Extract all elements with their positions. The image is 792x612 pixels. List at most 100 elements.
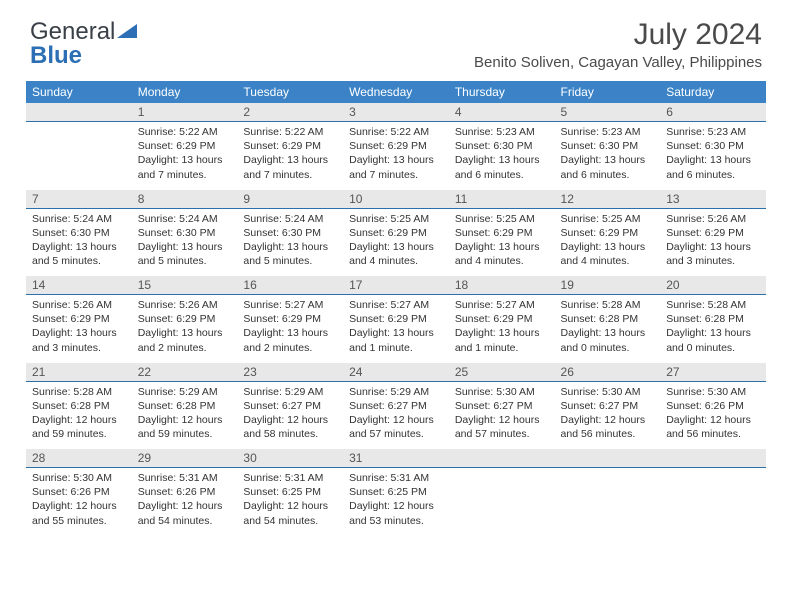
sunrise-line: Sunrise: 5:29 AM xyxy=(243,385,337,399)
day-detail-row: Sunrise: 5:30 AMSunset: 6:26 PMDaylight:… xyxy=(26,468,766,536)
day-number-cell: 20 xyxy=(660,276,766,295)
sunrise-line: Sunrise: 5:23 AM xyxy=(666,125,760,139)
daylight-line: Daylight: 12 hours and 57 minutes. xyxy=(349,413,443,441)
day-detail-cell: Sunrise: 5:22 AMSunset: 6:29 PMDaylight:… xyxy=(343,122,449,190)
day-detail-cell: Sunrise: 5:28 AMSunset: 6:28 PMDaylight:… xyxy=(26,381,132,449)
day-detail-cell xyxy=(660,468,766,536)
sunrise-line: Sunrise: 5:28 AM xyxy=(666,298,760,312)
sunset-line: Sunset: 6:26 PM xyxy=(666,399,760,413)
daylight-line: Daylight: 12 hours and 53 minutes. xyxy=(349,499,443,527)
sunset-line: Sunset: 6:29 PM xyxy=(32,312,126,326)
day-detail-cell: Sunrise: 5:26 AMSunset: 6:29 PMDaylight:… xyxy=(660,208,766,276)
sunset-line: Sunset: 6:29 PM xyxy=(349,312,443,326)
day-number-cell: 23 xyxy=(237,363,343,382)
day-detail-cell: Sunrise: 5:24 AMSunset: 6:30 PMDaylight:… xyxy=(26,208,132,276)
day-detail-cell: Sunrise: 5:24 AMSunset: 6:30 PMDaylight:… xyxy=(237,208,343,276)
day-detail-cell: Sunrise: 5:22 AMSunset: 6:29 PMDaylight:… xyxy=(132,122,238,190)
sunrise-line: Sunrise: 5:27 AM xyxy=(455,298,549,312)
sunset-line: Sunset: 6:27 PM xyxy=(455,399,549,413)
day-number-cell xyxy=(26,103,132,122)
header: General July 2024 Benito Soliven, Cagaya… xyxy=(0,0,792,75)
sunset-line: Sunset: 6:25 PM xyxy=(349,485,443,499)
sunrise-line: Sunrise: 5:29 AM xyxy=(349,385,443,399)
daylight-line: Daylight: 13 hours and 7 minutes. xyxy=(349,153,443,181)
sunset-line: Sunset: 6:30 PM xyxy=(32,226,126,240)
sunset-line: Sunset: 6:30 PM xyxy=(138,226,232,240)
day-number-cell: 26 xyxy=(555,363,661,382)
day-detail-cell: Sunrise: 5:29 AMSunset: 6:27 PMDaylight:… xyxy=(343,381,449,449)
day-detail-cell: Sunrise: 5:25 AMSunset: 6:29 PMDaylight:… xyxy=(343,208,449,276)
day-detail-cell: Sunrise: 5:23 AMSunset: 6:30 PMDaylight:… xyxy=(449,122,555,190)
day-detail-cell: Sunrise: 5:27 AMSunset: 6:29 PMDaylight:… xyxy=(449,295,555,363)
daylight-line: Daylight: 12 hours and 59 minutes. xyxy=(138,413,232,441)
sunset-line: Sunset: 6:29 PM xyxy=(138,312,232,326)
day-number-row: 78910111213 xyxy=(26,190,766,209)
day-number-cell: 5 xyxy=(555,103,661,122)
sunrise-line: Sunrise: 5:22 AM xyxy=(349,125,443,139)
day-detail-cell: Sunrise: 5:27 AMSunset: 6:29 PMDaylight:… xyxy=(237,295,343,363)
day-number-cell: 22 xyxy=(132,363,238,382)
logo-line2: Blue xyxy=(30,42,82,70)
day-number-cell: 3 xyxy=(343,103,449,122)
sunset-line: Sunset: 6:29 PM xyxy=(455,312,549,326)
daylight-line: Daylight: 13 hours and 7 minutes. xyxy=(138,153,232,181)
daylight-line: Daylight: 12 hours and 56 minutes. xyxy=(561,413,655,441)
day-detail-row: Sunrise: 5:22 AMSunset: 6:29 PMDaylight:… xyxy=(26,122,766,190)
day-number-cell: 25 xyxy=(449,363,555,382)
day-detail-cell: Sunrise: 5:25 AMSunset: 6:29 PMDaylight:… xyxy=(449,208,555,276)
daylight-line: Daylight: 12 hours and 55 minutes. xyxy=(32,499,126,527)
daylight-line: Daylight: 13 hours and 2 minutes. xyxy=(138,326,232,354)
daylight-line: Daylight: 13 hours and 4 minutes. xyxy=(561,240,655,268)
sunset-line: Sunset: 6:26 PM xyxy=(138,485,232,499)
sunrise-line: Sunrise: 5:26 AM xyxy=(666,212,760,226)
calendar-table: Sunday Monday Tuesday Wednesday Thursday… xyxy=(26,81,766,536)
day-number-cell: 14 xyxy=(26,276,132,295)
day-number-cell: 1 xyxy=(132,103,238,122)
weekday-header: Friday xyxy=(555,81,661,103)
day-number-cell: 21 xyxy=(26,363,132,382)
sunrise-line: Sunrise: 5:27 AM xyxy=(349,298,443,312)
day-detail-cell: Sunrise: 5:31 AMSunset: 6:25 PMDaylight:… xyxy=(237,468,343,536)
day-number-cell xyxy=(660,449,766,468)
daylight-line: Daylight: 13 hours and 2 minutes. xyxy=(243,326,337,354)
sunset-line: Sunset: 6:28 PM xyxy=(561,312,655,326)
title-block: July 2024 Benito Soliven, Cagayan Valley… xyxy=(474,18,762,71)
day-number-cell: 31 xyxy=(343,449,449,468)
day-number-cell: 19 xyxy=(555,276,661,295)
sunset-line: Sunset: 6:28 PM xyxy=(138,399,232,413)
day-detail-cell xyxy=(449,468,555,536)
daylight-line: Daylight: 12 hours and 57 minutes. xyxy=(455,413,549,441)
sunset-line: Sunset: 6:27 PM xyxy=(561,399,655,413)
daylight-line: Daylight: 13 hours and 3 minutes. xyxy=(666,240,760,268)
weekday-header: Wednesday xyxy=(343,81,449,103)
sunset-line: Sunset: 6:29 PM xyxy=(455,226,549,240)
sunset-line: Sunset: 6:29 PM xyxy=(243,139,337,153)
sunrise-line: Sunrise: 5:28 AM xyxy=(32,385,126,399)
daylight-line: Daylight: 13 hours and 5 minutes. xyxy=(138,240,232,268)
day-detail-cell: Sunrise: 5:26 AMSunset: 6:29 PMDaylight:… xyxy=(132,295,238,363)
sunset-line: Sunset: 6:29 PM xyxy=(349,226,443,240)
daylight-line: Daylight: 13 hours and 5 minutes. xyxy=(32,240,126,268)
sunrise-line: Sunrise: 5:30 AM xyxy=(561,385,655,399)
sunset-line: Sunset: 6:30 PM xyxy=(561,139,655,153)
sunset-line: Sunset: 6:29 PM xyxy=(243,312,337,326)
sunset-line: Sunset: 6:29 PM xyxy=(349,139,443,153)
daylight-line: Daylight: 13 hours and 0 minutes. xyxy=(666,326,760,354)
sunrise-line: Sunrise: 5:31 AM xyxy=(349,471,443,485)
day-number-cell xyxy=(555,449,661,468)
sunset-line: Sunset: 6:28 PM xyxy=(666,312,760,326)
day-number-cell: 18 xyxy=(449,276,555,295)
sunrise-line: Sunrise: 5:23 AM xyxy=(455,125,549,139)
day-detail-row: Sunrise: 5:26 AMSunset: 6:29 PMDaylight:… xyxy=(26,295,766,363)
weekday-header: Tuesday xyxy=(237,81,343,103)
sunset-line: Sunset: 6:29 PM xyxy=(561,226,655,240)
day-number-cell: 12 xyxy=(555,190,661,209)
logo-text-2: Blue xyxy=(30,42,82,70)
sunrise-line: Sunrise: 5:23 AM xyxy=(561,125,655,139)
day-detail-cell: Sunrise: 5:30 AMSunset: 6:26 PMDaylight:… xyxy=(660,381,766,449)
daylight-line: Daylight: 12 hours and 59 minutes. xyxy=(32,413,126,441)
location: Benito Soliven, Cagayan Valley, Philippi… xyxy=(474,54,762,71)
day-number-cell: 4 xyxy=(449,103,555,122)
daylight-line: Daylight: 13 hours and 7 minutes. xyxy=(243,153,337,181)
sunset-line: Sunset: 6:30 PM xyxy=(666,139,760,153)
